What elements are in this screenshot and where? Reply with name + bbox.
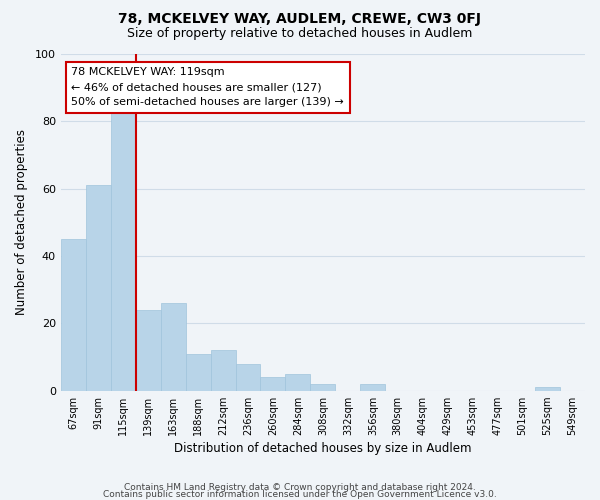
Text: Size of property relative to detached houses in Audlem: Size of property relative to detached ho… [127,28,473,40]
Bar [185,354,211,391]
Bar [161,303,185,390]
Text: Contains HM Land Registry data © Crown copyright and database right 2024.: Contains HM Land Registry data © Crown c… [124,484,476,492]
Bar [286,374,310,390]
Text: 78 MCKELVEY WAY: 119sqm
← 46% of detached houses are smaller (127)
50% of semi-d: 78 MCKELVEY WAY: 119sqm ← 46% of detache… [71,68,344,107]
Y-axis label: Number of detached properties: Number of detached properties [15,130,28,316]
Bar [361,384,385,390]
Bar [236,364,260,390]
Text: 78, MCKELVEY WAY, AUDLEM, CREWE, CW3 0FJ: 78, MCKELVEY WAY, AUDLEM, CREWE, CW3 0FJ [119,12,482,26]
X-axis label: Distribution of detached houses by size in Audlem: Distribution of detached houses by size … [174,442,472,455]
Bar [111,104,136,391]
Bar [310,384,335,390]
Bar [136,310,161,390]
Bar [260,377,286,390]
Bar [61,239,86,390]
Bar [535,388,560,390]
Bar [211,350,236,391]
Text: Contains public sector information licensed under the Open Government Licence v3: Contains public sector information licen… [103,490,497,499]
Bar [86,186,111,390]
